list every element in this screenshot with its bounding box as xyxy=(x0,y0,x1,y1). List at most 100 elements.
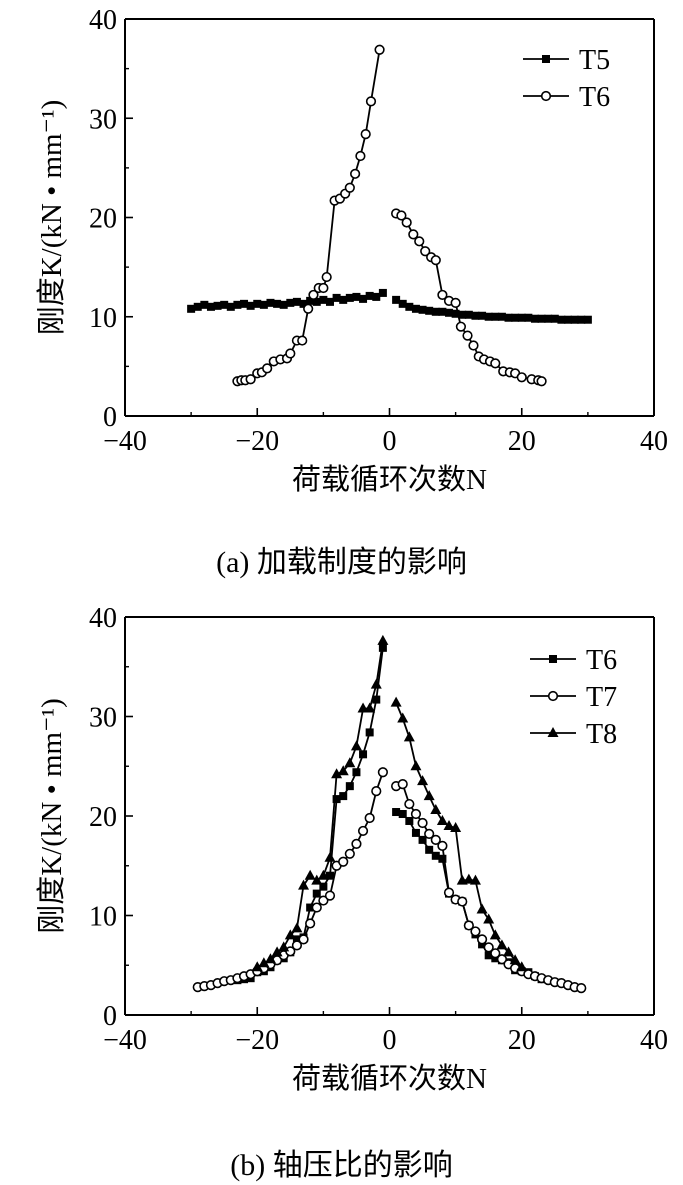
series-line-t8 xyxy=(256,640,384,968)
data-point-t6 xyxy=(359,750,368,759)
caption-a: (a) 加载制度的影响 xyxy=(216,546,467,579)
data-point-t6 xyxy=(396,210,407,221)
data-point-t7 xyxy=(311,902,322,913)
x-tick-label: 40 xyxy=(640,426,668,457)
data-point-t6 xyxy=(468,340,479,351)
data-point-t5 xyxy=(220,300,229,309)
y-tick-label: 10 xyxy=(89,303,117,334)
y-tick-label: 10 xyxy=(89,902,117,933)
data-point-t6 xyxy=(414,236,425,247)
data-point-t8 xyxy=(443,819,455,830)
data-point-t6 xyxy=(350,168,361,179)
data-point-t8 xyxy=(317,869,329,880)
data-point-t5 xyxy=(259,300,268,309)
data-point-t8 xyxy=(450,821,462,832)
data-point-t5 xyxy=(564,315,573,324)
data-point-t6 xyxy=(303,303,314,314)
y-tick-label: 30 xyxy=(89,104,117,135)
data-point-t7 xyxy=(463,920,474,931)
data-point-t7 xyxy=(576,983,587,994)
data-point-t5 xyxy=(372,292,381,301)
data-point-t6 xyxy=(318,282,329,294)
data-point-t5 xyxy=(226,302,235,311)
legend-marker xyxy=(542,55,550,63)
y-tick-label: 0 xyxy=(103,1001,117,1032)
data-point-t6 xyxy=(411,828,420,837)
legend-entry-t6: T6 xyxy=(523,82,610,113)
data-point-t6 xyxy=(365,96,377,107)
data-point-t8 xyxy=(496,939,508,950)
data-point-t7 xyxy=(364,812,375,824)
data-point-t5 xyxy=(286,298,295,307)
data-point-t6 xyxy=(438,854,447,863)
y-tick-label: 20 xyxy=(89,204,117,235)
data-point-t5 xyxy=(279,300,288,309)
data-point-t8 xyxy=(264,953,276,964)
y-axis-label: 刚度K/(kN • mm⁻¹) xyxy=(35,698,68,934)
data-point-t7 xyxy=(318,895,329,906)
data-point-t6 xyxy=(355,150,366,162)
data-point-t7 xyxy=(476,934,488,945)
data-point-t8 xyxy=(304,869,316,880)
data-point-t6 xyxy=(345,782,354,791)
data-point-t5 xyxy=(352,292,361,301)
legend-entry-t8: T8 xyxy=(530,719,617,750)
y-tick-label: 40 xyxy=(89,5,117,36)
x-tick-label: 20 xyxy=(508,426,536,457)
data-point-t7 xyxy=(457,896,468,907)
series-t6 xyxy=(232,44,547,387)
data-point-t5 xyxy=(550,314,559,323)
data-point-t8 xyxy=(331,768,343,779)
data-point-t6 xyxy=(431,851,440,860)
x-axis-label: 荷载循环次数N xyxy=(292,463,487,496)
y-tick-label: 0 xyxy=(103,402,117,433)
data-point-t6 xyxy=(405,816,414,825)
data-point-t5 xyxy=(378,288,387,297)
data-point-t5 xyxy=(312,297,321,306)
data-point-t7 xyxy=(344,848,355,859)
data-point-t8 xyxy=(251,961,263,972)
data-point-t8 xyxy=(271,946,283,957)
data-point-t5 xyxy=(511,313,520,322)
legend-label: T6 xyxy=(579,82,610,113)
x-tick-label: −20 xyxy=(235,1025,279,1056)
data-point-t5 xyxy=(438,307,447,316)
data-point-t6 xyxy=(344,182,355,193)
data-point-t8 xyxy=(436,814,448,825)
y-tick-label: 40 xyxy=(89,603,117,634)
data-point-t6 xyxy=(321,271,332,283)
legend-marker xyxy=(549,655,557,663)
data-point-t8 xyxy=(344,757,356,768)
data-point-t5 xyxy=(464,310,473,319)
data-point-t5 xyxy=(583,315,592,324)
data-point-t6 xyxy=(437,289,448,301)
data-point-t8 xyxy=(516,961,528,972)
data-point-t8 xyxy=(423,790,435,801)
data-point-t6 xyxy=(408,229,419,240)
data-point-t5 xyxy=(292,297,301,306)
data-point-t5 xyxy=(530,314,539,323)
legend-marker xyxy=(547,690,559,702)
data-point-t5 xyxy=(524,313,533,322)
data-point-t7 xyxy=(404,798,415,810)
legend-marker xyxy=(547,727,559,737)
data-point-t5 xyxy=(451,309,460,318)
x-tick-label: 0 xyxy=(383,1025,397,1056)
data-point-t5 xyxy=(233,300,242,309)
legend-label: T7 xyxy=(586,682,617,713)
data-point-t5 xyxy=(418,305,427,314)
data-point-t5 xyxy=(299,299,308,308)
data-point-t7 xyxy=(351,838,362,849)
series-t6 xyxy=(233,643,546,985)
data-point-t6 xyxy=(425,845,434,854)
data-point-t6 xyxy=(319,882,328,891)
x-tick-label: 0 xyxy=(383,426,397,457)
data-point-t5 xyxy=(339,295,348,304)
data-point-t8 xyxy=(417,775,429,786)
data-point-t8 xyxy=(430,804,442,815)
data-point-t5 xyxy=(206,302,215,311)
data-point-t5 xyxy=(200,300,209,309)
data-point-t7 xyxy=(298,934,309,945)
data-point-t7 xyxy=(324,890,336,901)
